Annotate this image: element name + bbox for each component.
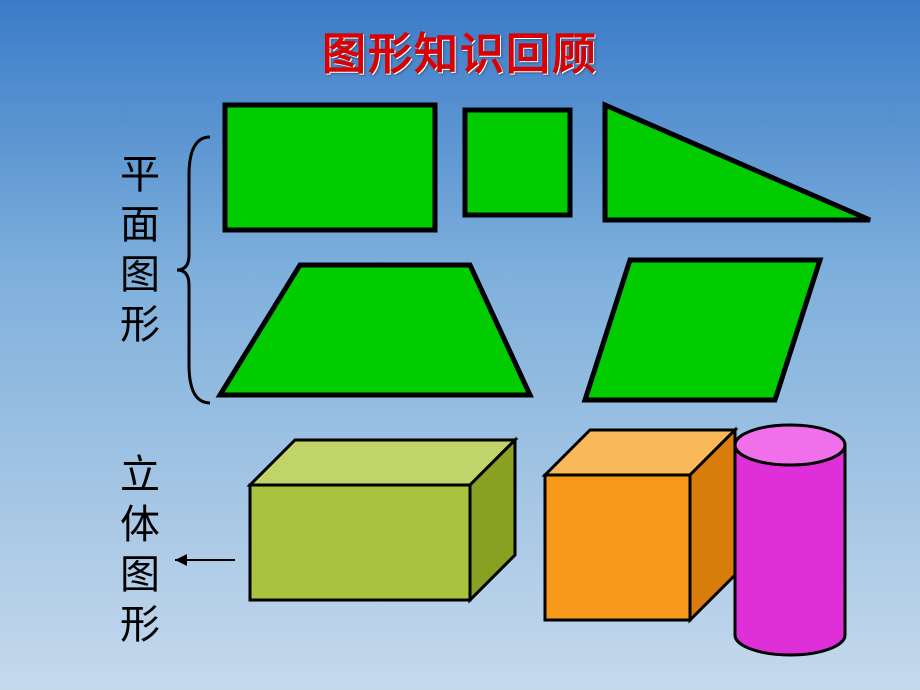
solid-shapes-group [250,425,845,655]
trapezoid-shape [220,265,530,395]
cube-shape [545,430,735,620]
parallelogram-shape [585,260,820,400]
cylinder-shape [735,425,845,655]
rectangle-shape [225,105,435,230]
flat-shapes-group [220,105,870,400]
cuboid-shape [250,440,515,600]
square-shape [465,110,570,215]
arrow [175,554,235,566]
shapes-canvas [0,0,920,690]
triangle-shape [605,105,870,220]
